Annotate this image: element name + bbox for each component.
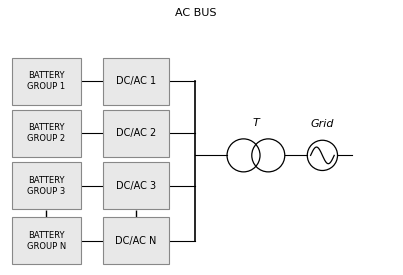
Text: BATTERY
GROUP 3: BATTERY GROUP 3 — [27, 175, 65, 196]
Text: AC BUS: AC BUS — [175, 8, 216, 18]
Text: BATTERY
GROUP 1: BATTERY GROUP 1 — [27, 71, 65, 91]
Text: DC/AC 2: DC/AC 2 — [116, 128, 156, 138]
Text: BATTERY
GROUP 2: BATTERY GROUP 2 — [27, 123, 65, 144]
FancyBboxPatch shape — [103, 110, 169, 157]
Text: BATTERY
GROUP N: BATTERY GROUP N — [27, 230, 66, 251]
FancyBboxPatch shape — [12, 110, 81, 157]
FancyBboxPatch shape — [103, 217, 169, 264]
Text: DC/AC 3: DC/AC 3 — [116, 181, 156, 191]
FancyBboxPatch shape — [12, 162, 81, 209]
FancyBboxPatch shape — [12, 217, 81, 264]
FancyBboxPatch shape — [103, 162, 169, 209]
Text: DC/AC N: DC/AC N — [115, 236, 157, 246]
FancyBboxPatch shape — [103, 58, 169, 104]
Text: Grid: Grid — [311, 119, 334, 129]
Text: DC/AC 1: DC/AC 1 — [116, 76, 156, 86]
FancyBboxPatch shape — [12, 58, 81, 104]
Text: T: T — [253, 118, 259, 128]
